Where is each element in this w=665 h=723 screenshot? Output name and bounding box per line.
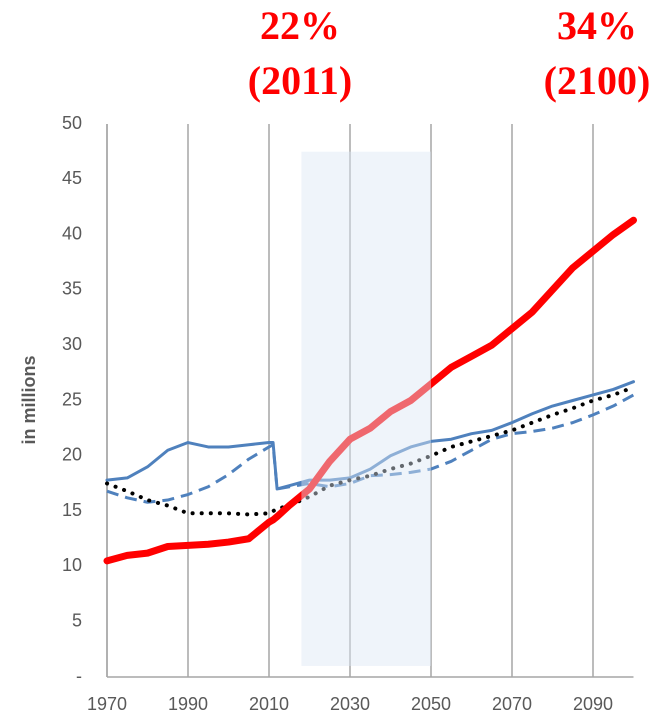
series-line xyxy=(105,385,636,517)
series-line xyxy=(106,393,635,504)
y-tick-label: 10 xyxy=(62,555,82,575)
y-tick-label: 20 xyxy=(62,445,82,465)
x-tick-label: 1970 xyxy=(87,694,127,714)
x-tick-label: 2030 xyxy=(330,694,370,714)
series-line xyxy=(103,216,637,565)
y-axis-label: in millions xyxy=(19,355,39,444)
annotation: (2011) xyxy=(248,58,352,103)
x-tick-label: 2070 xyxy=(492,694,532,714)
annotation: (2100) xyxy=(544,58,651,103)
y-tick-label: 15 xyxy=(62,500,82,520)
x-tick-label: 1990 xyxy=(168,694,208,714)
shaded-region xyxy=(301,151,431,666)
y-tick-label: 35 xyxy=(62,279,82,299)
series-line xyxy=(105,380,635,491)
y-tick-label: 5 xyxy=(72,610,82,630)
annotation: 34% xyxy=(557,3,637,48)
y-tick-label: 25 xyxy=(62,389,82,409)
y-tick-label: 45 xyxy=(62,168,82,188)
annotation: 22% xyxy=(260,3,340,48)
x-tick-label: 2050 xyxy=(411,694,451,714)
x-tick-label: 2010 xyxy=(249,694,289,714)
y-tick-label: 30 xyxy=(62,334,82,354)
y-tick-label: 50 xyxy=(62,113,82,133)
x-tick-label: 2090 xyxy=(573,694,613,714)
y-tick-label: 40 xyxy=(62,223,82,243)
y-tick-label: - xyxy=(76,666,82,686)
